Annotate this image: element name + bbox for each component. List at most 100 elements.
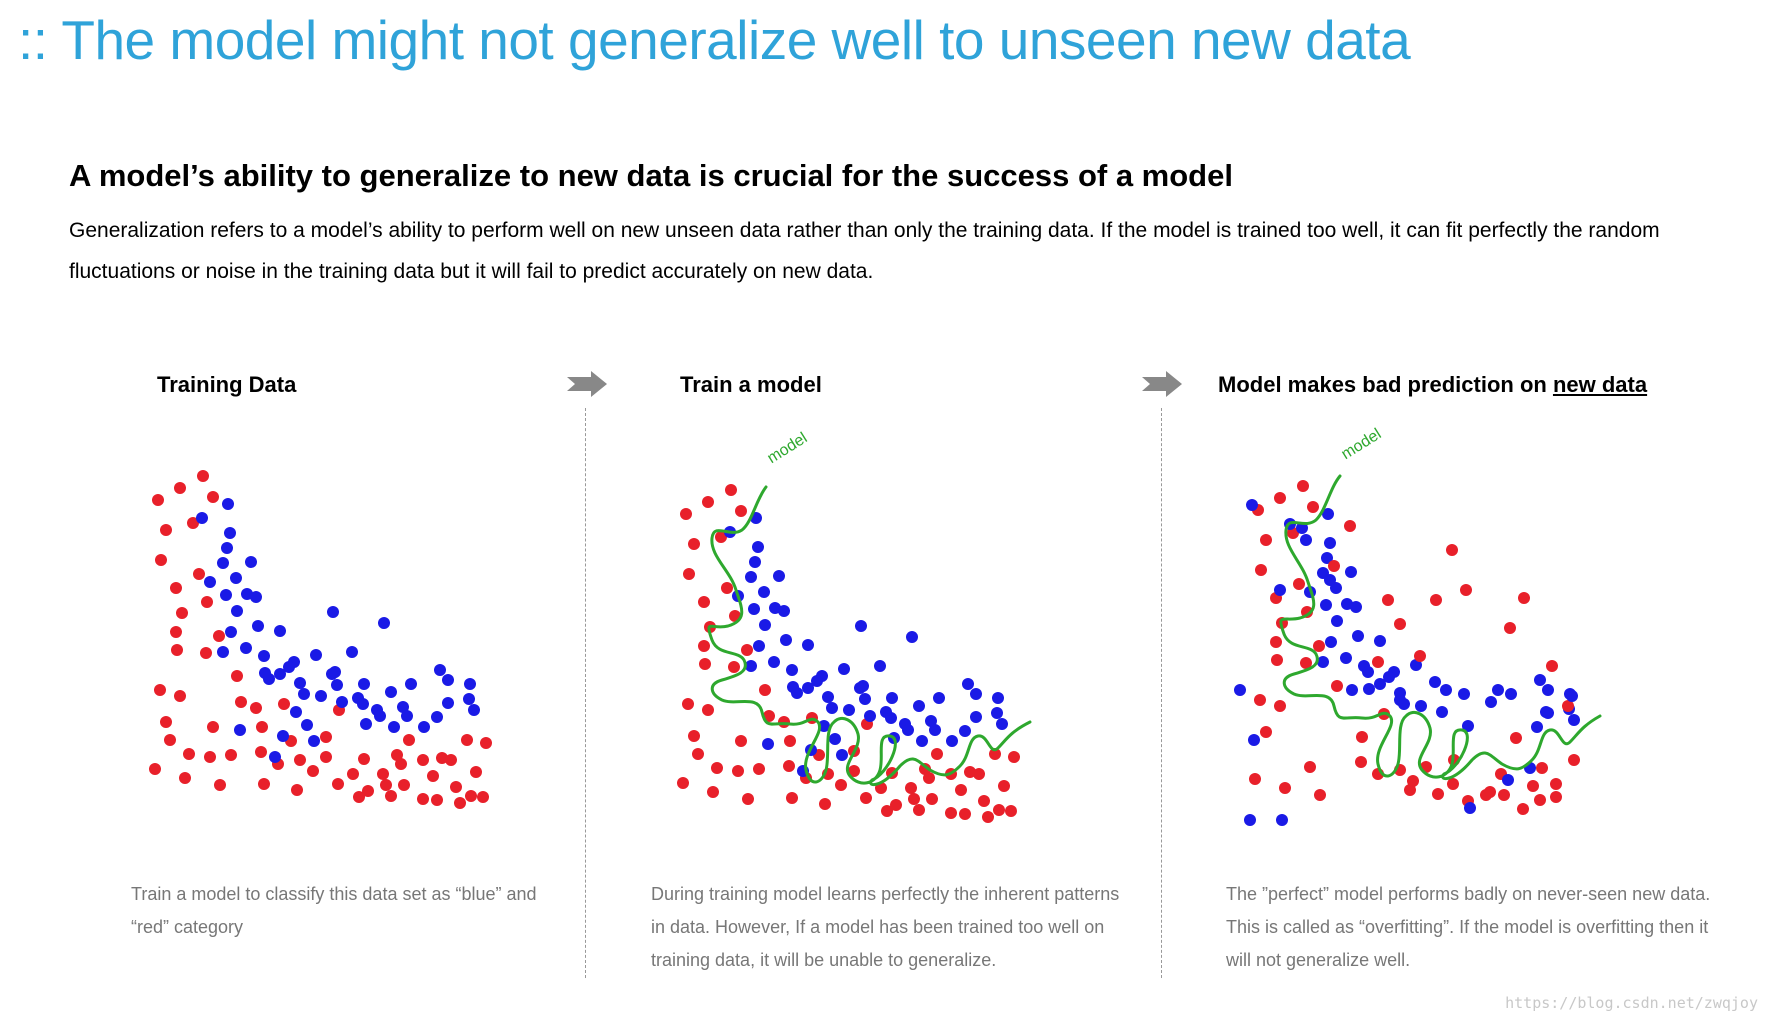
red-point [698,596,710,608]
blue-point [204,576,216,588]
red-point [1414,650,1426,662]
arrow-right-icon [567,371,607,397]
blue-point [401,710,413,722]
red-point [1313,640,1325,652]
blue-point [1340,652,1352,664]
panel-train-model-heading: Train a model [680,372,822,397]
blue-point [1542,684,1554,696]
red-point [461,734,473,746]
blue-point [749,556,761,568]
red-point [1297,480,1309,492]
blue-point [759,619,771,631]
red-point [890,799,902,811]
red-point [784,735,796,747]
red-point [819,798,831,810]
new-data-scatter [1234,480,1580,826]
red-point [431,794,443,806]
trained-model-scatter [677,484,1020,823]
blue-point [221,542,233,554]
red-point [1568,754,1580,766]
blue-point [283,661,295,673]
training-data-scatter [149,470,492,809]
red-point [964,766,976,778]
red-point [250,702,262,714]
blue-point [431,711,443,723]
blue-point [357,698,369,710]
red-point [427,770,439,782]
panel-divider [585,408,586,978]
red-point [1518,592,1530,604]
blue-point [829,733,841,745]
red-point [1344,520,1356,532]
red-point [1546,660,1558,672]
red-point [1504,622,1516,634]
blue-point [1410,659,1422,671]
red-point [258,778,270,790]
blue-point [959,725,971,737]
red-point [728,661,740,673]
red-point [347,768,359,780]
red-point [682,698,694,710]
red-point [417,793,429,805]
blue-point [818,720,830,732]
red-point [358,753,370,765]
blue-point [996,718,1008,730]
blue-point [1383,671,1395,683]
blue-point [762,738,774,750]
red-point [860,792,872,804]
red-point [391,749,403,761]
red-point [735,735,747,747]
red-point [1460,584,1472,596]
red-point [214,779,226,791]
blue-point [1485,696,1497,708]
blue-point [346,646,358,658]
blue-point [360,718,372,730]
blue-point [1568,714,1580,726]
slide-title: :: The model might not generalize well t… [18,9,1411,71]
blue-point [224,527,236,539]
blue-point [929,724,941,736]
red-point [1430,594,1442,606]
red-point [1498,789,1510,801]
red-point [278,698,290,710]
panel-train-model-caption: During training model learns perfectly t… [651,884,1120,970]
blue-point [220,589,232,601]
blue-point [290,706,302,718]
red-point [149,763,161,775]
red-point [973,768,985,780]
blue-point [434,664,446,676]
blue-point [786,664,798,676]
red-point [201,596,213,608]
blue-point [1276,814,1288,826]
heading-emphasis: new data [1552,372,1648,397]
red-point [786,792,798,804]
red-point [919,763,931,775]
blue-point [1317,656,1329,668]
red-point [680,508,692,520]
red-point [320,751,332,763]
blue-point [245,556,257,568]
blue-point [855,620,867,632]
red-point [1328,560,1340,572]
blue-point [1464,802,1476,814]
red-point [1331,680,1343,692]
red-point [1527,780,1539,792]
blue-point [885,712,897,724]
blue-point [308,735,320,747]
blue-point [196,512,208,524]
blue-point [1540,706,1552,718]
red-point [955,784,967,796]
red-point [905,782,917,794]
blue-point [962,678,974,690]
panel-divider [1161,408,1162,978]
blue-point [1248,734,1260,746]
red-point [931,748,943,760]
red-point [193,568,205,580]
blue-point [1440,684,1452,696]
red-point [1274,492,1286,504]
blue-point [991,707,1003,719]
blue-point [916,735,928,747]
blue-point [902,724,914,736]
red-point [1536,762,1548,774]
red-point [699,658,711,670]
